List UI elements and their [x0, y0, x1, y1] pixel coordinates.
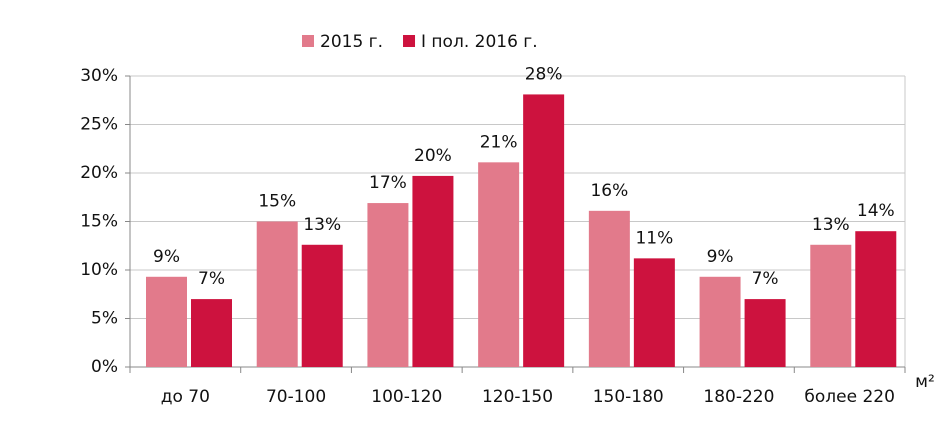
value-label: 15% — [258, 192, 296, 212]
y-tick-label: 30% — [80, 66, 118, 86]
bar — [191, 299, 232, 367]
x-tick-label: более 220 — [804, 387, 895, 407]
y-tick-label: 20% — [80, 163, 118, 183]
y-tick-label: 15% — [80, 212, 118, 232]
bar — [810, 244, 852, 367]
bar — [256, 221, 298, 367]
bar — [367, 203, 409, 367]
bar — [301, 244, 343, 367]
value-label: 21% — [480, 132, 518, 152]
value-label: 16% — [590, 181, 628, 201]
x-axis-unit: м² — [915, 372, 935, 392]
bar — [523, 94, 565, 368]
bar — [412, 175, 454, 367]
value-label: 9% — [707, 247, 734, 267]
value-label: 9% — [153, 247, 180, 267]
y-tick-label: 10% — [80, 260, 118, 280]
x-tick-label: 100-120 — [371, 387, 442, 407]
legend-label: 2015 г. — [320, 32, 383, 52]
value-label: 13% — [303, 215, 341, 235]
value-label: 13% — [812, 215, 850, 235]
value-label: 7% — [198, 269, 225, 289]
legend-label: I пол. 2016 г. — [421, 32, 538, 52]
bar — [855, 231, 897, 367]
legend-swatch — [302, 35, 314, 47]
bar — [588, 210, 630, 367]
y-tick-label: 25% — [80, 115, 118, 135]
bar — [699, 276, 741, 367]
y-tick-label: 5% — [91, 309, 118, 329]
x-tick-label: 120-150 — [482, 387, 553, 407]
value-label: 17% — [369, 173, 407, 193]
value-label: 28% — [525, 64, 563, 84]
y-tick-label: 0% — [91, 357, 118, 377]
bar — [633, 258, 675, 367]
bar — [744, 299, 786, 367]
x-tick-label: до 70 — [161, 387, 210, 407]
value-label: 14% — [857, 201, 895, 221]
bar — [478, 162, 520, 367]
legend-swatch — [403, 35, 416, 47]
x-tick-label: 180-220 — [703, 387, 774, 407]
value-label: 7% — [752, 269, 779, 289]
bar — [146, 276, 187, 367]
value-label: 11% — [635, 228, 673, 248]
x-tick-label: 70-100 — [266, 387, 326, 407]
value-label: 20% — [414, 146, 452, 166]
x-tick-label: 150-180 — [593, 387, 664, 407]
